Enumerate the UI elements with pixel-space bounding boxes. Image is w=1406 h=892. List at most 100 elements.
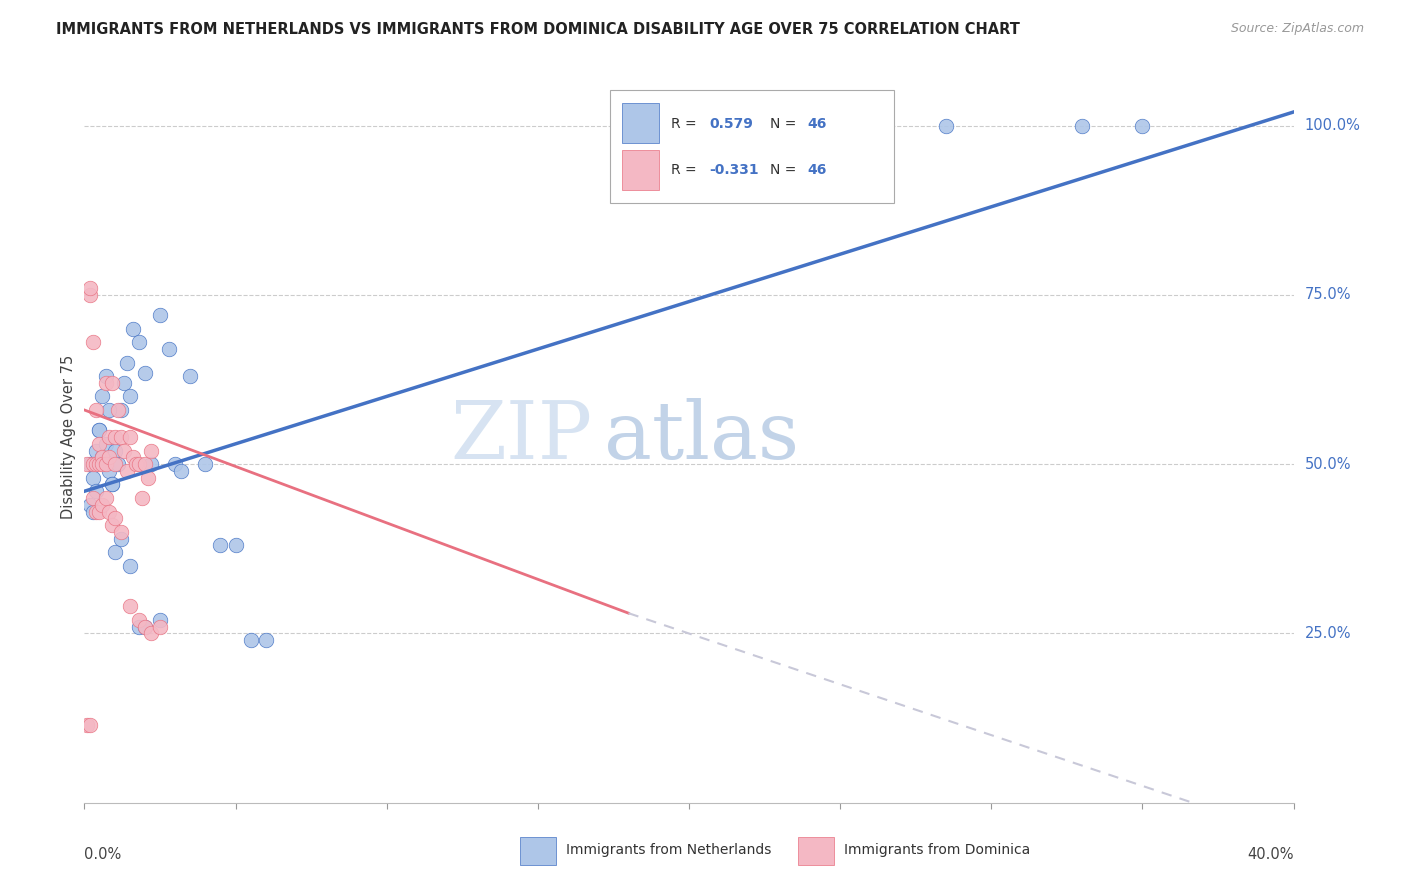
Point: [104, 457, 127, 471]
Point: [91, 498, 114, 512]
Point: [89, 437, 111, 451]
Point: [94, 437, 117, 451]
Point: [82, 335, 104, 350]
Point: [136, 471, 159, 485]
Text: 40.0%: 40.0%: [1247, 847, 1294, 862]
Text: N =: N =: [770, 117, 800, 131]
Point: [115, 355, 138, 369]
Point: [935, 119, 957, 133]
Point: [118, 430, 141, 444]
Point: [110, 430, 132, 444]
Point: [82, 471, 104, 485]
FancyBboxPatch shape: [623, 150, 658, 190]
Point: [100, 518, 122, 533]
Text: 100.0%: 100.0%: [1305, 118, 1361, 133]
Point: [89, 505, 111, 519]
Point: [82, 457, 104, 471]
Point: [139, 626, 162, 640]
Point: [89, 457, 111, 471]
Text: -0.331: -0.331: [710, 163, 759, 178]
Point: [86, 457, 108, 471]
Text: atlas: atlas: [605, 398, 800, 476]
Text: Immigrants from Netherlands: Immigrants from Netherlands: [565, 843, 770, 857]
Point: [118, 558, 141, 573]
Point: [110, 532, 132, 546]
Point: [128, 457, 150, 471]
Point: [239, 633, 262, 648]
Point: [112, 443, 135, 458]
Point: [86, 505, 108, 519]
Point: [209, 538, 232, 552]
Point: [139, 457, 162, 471]
Text: Source: ZipAtlas.com: Source: ZipAtlas.com: [1230, 22, 1364, 36]
Point: [128, 620, 150, 634]
Text: 0.0%: 0.0%: [84, 847, 121, 862]
Point: [121, 322, 143, 336]
FancyBboxPatch shape: [623, 103, 658, 143]
Point: [91, 389, 114, 403]
Point: [91, 457, 114, 471]
Point: [86, 403, 108, 417]
Point: [107, 403, 129, 417]
Point: [149, 308, 172, 322]
Point: [121, 450, 143, 465]
Point: [100, 376, 122, 390]
Text: 50.0%: 50.0%: [1305, 457, 1351, 472]
Point: [97, 505, 120, 519]
Point: [179, 369, 201, 384]
Point: [100, 477, 122, 491]
Point: [79, 457, 101, 471]
Point: [128, 335, 150, 350]
Text: 46: 46: [807, 163, 827, 178]
Point: [139, 443, 162, 458]
Point: [91, 450, 114, 465]
Point: [76, 718, 98, 732]
Point: [97, 464, 120, 478]
Point: [134, 620, 156, 634]
Point: [89, 423, 111, 437]
Point: [104, 545, 127, 559]
Point: [194, 457, 217, 471]
Point: [104, 511, 127, 525]
Point: [112, 376, 135, 390]
FancyBboxPatch shape: [610, 90, 894, 203]
Text: Immigrants from Dominica: Immigrants from Dominica: [844, 843, 1031, 857]
Point: [131, 491, 153, 505]
Point: [118, 599, 141, 614]
Text: 25.0%: 25.0%: [1305, 626, 1351, 641]
Point: [254, 633, 277, 648]
Point: [97, 450, 120, 465]
FancyBboxPatch shape: [520, 837, 555, 865]
Point: [79, 281, 101, 295]
Point: [94, 369, 117, 384]
Point: [225, 538, 247, 552]
Point: [86, 443, 108, 458]
Point: [97, 403, 120, 417]
Point: [100, 477, 122, 491]
Point: [104, 430, 127, 444]
Text: ZIP: ZIP: [450, 398, 592, 476]
Point: [94, 457, 117, 471]
Point: [118, 389, 141, 403]
Point: [79, 288, 101, 302]
Text: 0.579: 0.579: [710, 117, 754, 131]
Point: [115, 464, 138, 478]
Point: [82, 505, 104, 519]
Point: [110, 524, 132, 539]
Point: [134, 620, 156, 634]
Point: [107, 457, 129, 471]
Point: [94, 491, 117, 505]
Point: [170, 464, 193, 478]
Point: [94, 376, 117, 390]
Point: [97, 430, 120, 444]
Point: [89, 423, 111, 437]
Point: [79, 498, 101, 512]
Y-axis label: Disability Age Over 75: Disability Age Over 75: [60, 355, 76, 519]
Point: [76, 457, 98, 471]
FancyBboxPatch shape: [797, 837, 834, 865]
Point: [134, 457, 156, 471]
Text: N =: N =: [770, 163, 800, 178]
Text: 46: 46: [807, 117, 827, 131]
Text: 75.0%: 75.0%: [1305, 287, 1351, 302]
Text: R =: R =: [671, 117, 700, 131]
